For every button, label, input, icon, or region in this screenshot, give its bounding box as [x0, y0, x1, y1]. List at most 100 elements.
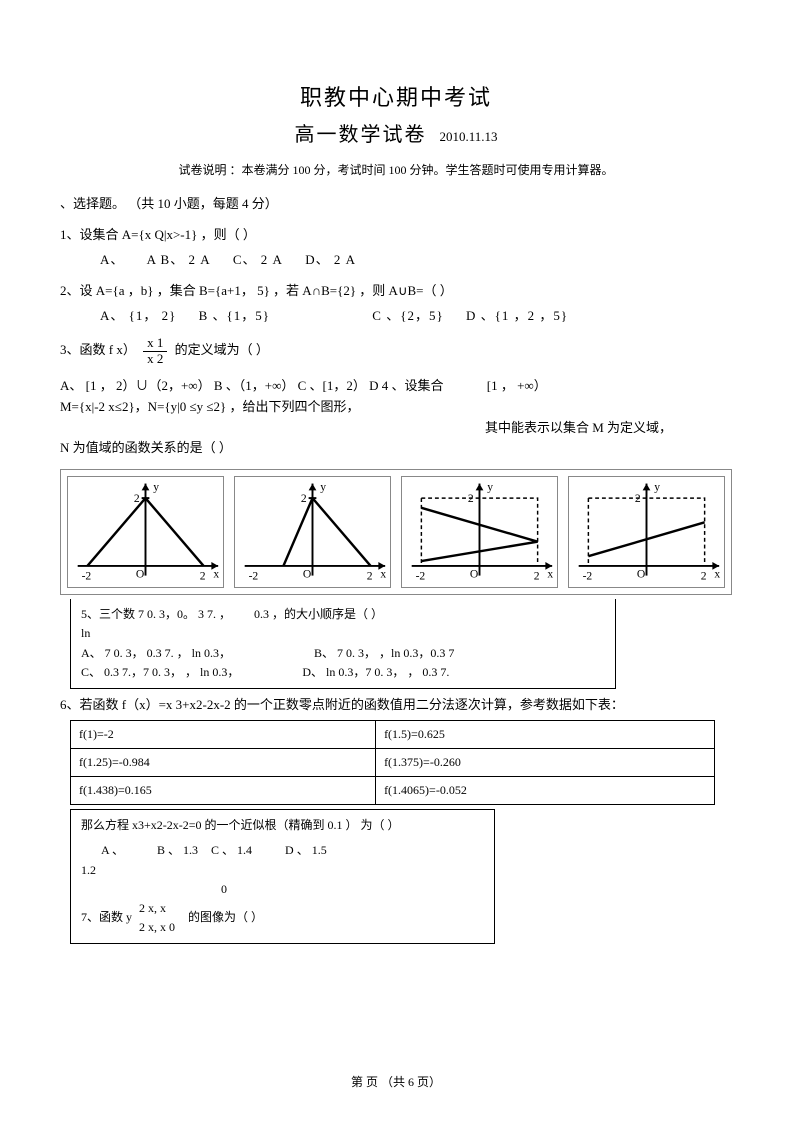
- graph-row: y x 2 -2 2 O y x 2 -2 2 O: [60, 469, 732, 595]
- q2-opt-c: C 、{2，5}: [372, 308, 443, 323]
- q3-fraction: x 1 x 2: [143, 336, 167, 366]
- q6-zero-1: 0: [221, 880, 484, 899]
- question-7: 7、函数 y 2 x, x 2 x, x 0 的图像为（ ）: [81, 899, 484, 937]
- exam-description: 试卷说明 ：本卷满分 100 分，考试时间 100 分钟。学生答题时可使用专用计…: [60, 161, 732, 180]
- svg-text:O: O: [136, 568, 144, 581]
- exam-date: 2010.11.13: [439, 129, 497, 144]
- svg-text:2: 2: [635, 492, 641, 505]
- graph-c: y x 2 -2 2 O: [401, 476, 558, 588]
- q7-piece-2: 2 x, x 0: [139, 920, 175, 934]
- svg-text:2: 2: [367, 570, 373, 583]
- svg-text:y: y: [654, 480, 660, 493]
- q3-line5: N 为值域的函数关系的是（ ）: [60, 438, 732, 459]
- table-row: f(1.438)=0.165 f(1.4065)=-0.052: [71, 777, 715, 805]
- q6-cell: f(1.438)=0.165: [71, 777, 376, 805]
- table-row: f(1.25)=-0.984 f(1.375)=-0.260: [71, 748, 715, 776]
- q2-opt-b: B 、{1，5}: [199, 308, 270, 323]
- svg-text:x: x: [714, 568, 720, 581]
- q2-options: A、 {1， 2} B 、{1，5} C 、{2，5} D 、{1 ，2 ，5}: [100, 306, 732, 327]
- svg-text:2: 2: [534, 570, 540, 583]
- q5-line1-tail: 0.3 ，的大小顺序是（ ）: [254, 607, 383, 621]
- q3-post: 的定义域为（ ）: [175, 342, 269, 357]
- svg-text:2: 2: [134, 492, 140, 505]
- q6-opt-b: B 、 1.3: [157, 843, 198, 857]
- q3-opt-d: D 4 、设集合: [369, 378, 443, 393]
- title-line-2: 高一数学试卷 2010.11.13: [60, 119, 732, 151]
- q3-line3: M={x|-2 x≤2}，N={y|0 ≤y ≤2} ，给出下列四个图形，: [60, 397, 732, 418]
- svg-text:y: y: [320, 480, 326, 493]
- q1-opt-c: C、 2 A: [233, 252, 283, 267]
- svg-text:y: y: [487, 480, 493, 493]
- q6-cell: f(1.4065)=-0.052: [376, 777, 715, 805]
- svg-text:x: x: [547, 568, 553, 581]
- q7-piecewise: 2 x, x 2 x, x 0: [139, 899, 175, 937]
- q1-options: A、 A B、 2 A C、 2 A D、 2 A: [100, 250, 732, 271]
- svg-text:2: 2: [200, 570, 206, 583]
- q3-opt-b: B 、（1，+∞）: [214, 378, 295, 393]
- q3-frac-den: x 2: [143, 352, 167, 366]
- q7-pre: 7、函数 y: [81, 910, 132, 924]
- q6-text: 6、若函数 f（x）=x 3+x2-2x-2 的一个正数零点附近的函数值用二分法…: [60, 695, 732, 716]
- q1-opt-b: A B、 2 A: [147, 252, 211, 267]
- q5-line1-left: 5、三个数 7 0. 3，0。 3 7. ，: [81, 607, 231, 621]
- svg-text:2: 2: [301, 492, 307, 505]
- question-1: 1、设集合 A={x Q|x>-1} ，则（ ） A、 A B、 2 A C、 …: [60, 225, 732, 271]
- graph-d: y x 2 -2 2 O: [568, 476, 725, 588]
- svg-text:O: O: [470, 568, 478, 581]
- q3-opt-c: C 、[1，2）: [298, 378, 366, 393]
- q6-cell: f(1.25)=-0.984: [71, 748, 376, 776]
- q6-box-opts: A 、 1.2 B 、 1.3 C 、 1.4 D 、 1.5: [81, 841, 484, 879]
- page-footer: 第 页 （共 6 页）: [0, 1073, 792, 1092]
- q3-opt-a: A、 [1 ， 2）∪（2，+∞）: [60, 378, 211, 393]
- title-line-1: 职教中心期中考试: [60, 80, 732, 115]
- q5-opt-a: A、 7 0. 3， 0.3 7. ， ln 0.3，: [81, 646, 231, 660]
- question-2: 2、设 A={a ，b} ，集合 B={a+1， 5} ，若 A∩B={2} ，…: [60, 281, 732, 327]
- q2-opt-d: D 、{1 ，2 ，5}: [466, 308, 568, 323]
- q3-pre: 3、函数 f x）: [60, 342, 136, 357]
- q6-cell: f(1)=-2: [71, 720, 376, 748]
- title-2-text: 高一数学试卷: [294, 124, 426, 146]
- svg-text:2: 2: [701, 570, 707, 583]
- section-1-heading: 、选择题。 （共 10 小题，每题 4 分）: [60, 194, 732, 215]
- q5-ln: ln: [81, 624, 605, 643]
- q5-row-cd: C、 0.3 7.，7 0. 3， ， ln 0.3， D、 ln 0.3，7 …: [81, 663, 605, 682]
- svg-text:y: y: [153, 480, 159, 493]
- q7-piece-1: 2 x, x: [139, 901, 166, 915]
- q3-tail: [1 ， +∞）: [487, 378, 547, 393]
- svg-text:-2: -2: [416, 570, 426, 583]
- q6-opt-a-label: A 、: [101, 841, 124, 860]
- question-3: 3、函数 f x） x 1 x 2 的定义域为（ ） A、 [1 ， 2）∪（2…: [60, 336, 732, 459]
- svg-text:2: 2: [468, 492, 474, 505]
- q6-cell: f(1.5)=0.625: [376, 720, 715, 748]
- q3-frac-num: x 1: [143, 336, 167, 351]
- svg-text:O: O: [303, 568, 311, 581]
- q6-opt-a: 1.2: [81, 863, 96, 877]
- q5-opt-d: D、 ln 0.3，7 0. 3， ， 0.3 7.: [302, 665, 449, 679]
- q2-text: 2、设 A={a ，b} ，集合 B={a+1， 5} ，若 A∩B={2} ，…: [60, 281, 732, 302]
- exam-page: 职教中心期中考试 高一数学试卷 2010.11.13 试卷说明 ：本卷满分 10…: [0, 0, 792, 994]
- q3-line4: 其中能表示以集合 M 为定义域，: [60, 418, 732, 439]
- graph-a: y x 2 -2 2 O: [67, 476, 224, 588]
- svg-text:-2: -2: [249, 570, 259, 583]
- q6-cell: f(1.375)=-0.260: [376, 748, 715, 776]
- q1-text: 1、设集合 A={x Q|x>-1} ，则（ ）: [60, 225, 732, 246]
- q1-opt-a: A、: [100, 252, 124, 267]
- q6-box: 那么方程 x3+x2-2x-2=0 的一个近似根（精确到 0.1 ） 为（ ） …: [70, 809, 495, 944]
- q6-opt-d: D 、 1.5: [285, 843, 327, 857]
- q5-opt-b: B、 7 0. 3， ，ln 0.3，0.3 7: [314, 646, 454, 660]
- q5-line1: 5、三个数 7 0. 3，0。 3 7. ， 0.3 ，的大小顺序是（ ）: [81, 605, 605, 624]
- q5-opt-c: C、 0.3 7.，7 0. 3， ， ln 0.3，: [81, 665, 239, 679]
- question-6: 6、若函数 f（x）=x 3+x2-2x-2 的一个正数零点附近的函数值用二分法…: [60, 695, 732, 944]
- question-5: 5、三个数 7 0. 3，0。 3 7. ， 0.3 ，的大小顺序是（ ） ln…: [70, 599, 616, 689]
- q5-row-ab: A、 7 0. 3， 0.3 7. ， ln 0.3， B、 7 0. 3， ，…: [81, 644, 605, 663]
- table-row: f(1)=-2 f(1.5)=0.625: [71, 720, 715, 748]
- svg-text:-2: -2: [583, 570, 593, 583]
- q6-table: f(1)=-2 f(1.5)=0.625 f(1.25)=-0.984 f(1.…: [70, 720, 715, 806]
- q6-opt-c: C 、 1.4: [211, 843, 252, 857]
- svg-text:x: x: [380, 568, 386, 581]
- q2-opt-a: A、 {1， 2}: [100, 308, 176, 323]
- q6-box-line1: 那么方程 x3+x2-2x-2=0 的一个近似根（精确到 0.1 ） 为（ ）: [81, 816, 484, 835]
- q1-opt-d: D、 2 A: [305, 252, 356, 267]
- q3-line1: 3、函数 f x） x 1 x 2 的定义域为（ ）: [60, 336, 732, 366]
- graph-b: y x 2 -2 2 O: [234, 476, 391, 588]
